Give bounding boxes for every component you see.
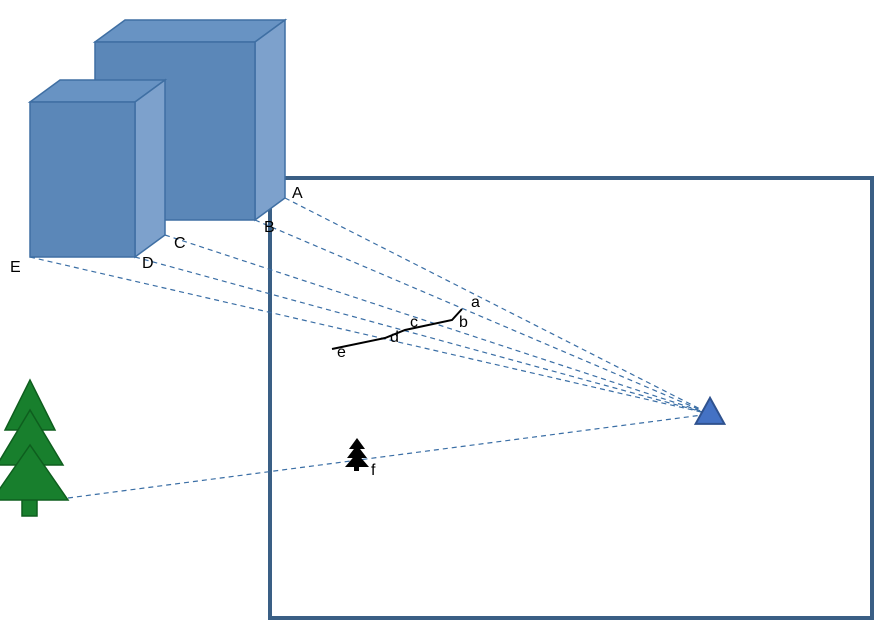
label-B: B — [264, 219, 275, 236]
label-d: d — [390, 329, 399, 346]
small-cube-front — [30, 102, 135, 257]
image-plane-frame — [270, 178, 872, 618]
label-b: b — [459, 314, 468, 331]
label-D: D — [142, 255, 154, 272]
label-a: a — [471, 294, 480, 311]
label-E: E — [10, 259, 21, 276]
label-c: c — [410, 314, 418, 331]
label-f: f — [371, 462, 376, 479]
label-C: C — [174, 235, 186, 252]
big-cube-side — [255, 20, 285, 220]
label-e: e — [337, 344, 346, 361]
label-A: A — [292, 185, 303, 202]
big-cube-top — [95, 20, 285, 42]
small-cube-side — [135, 80, 165, 257]
